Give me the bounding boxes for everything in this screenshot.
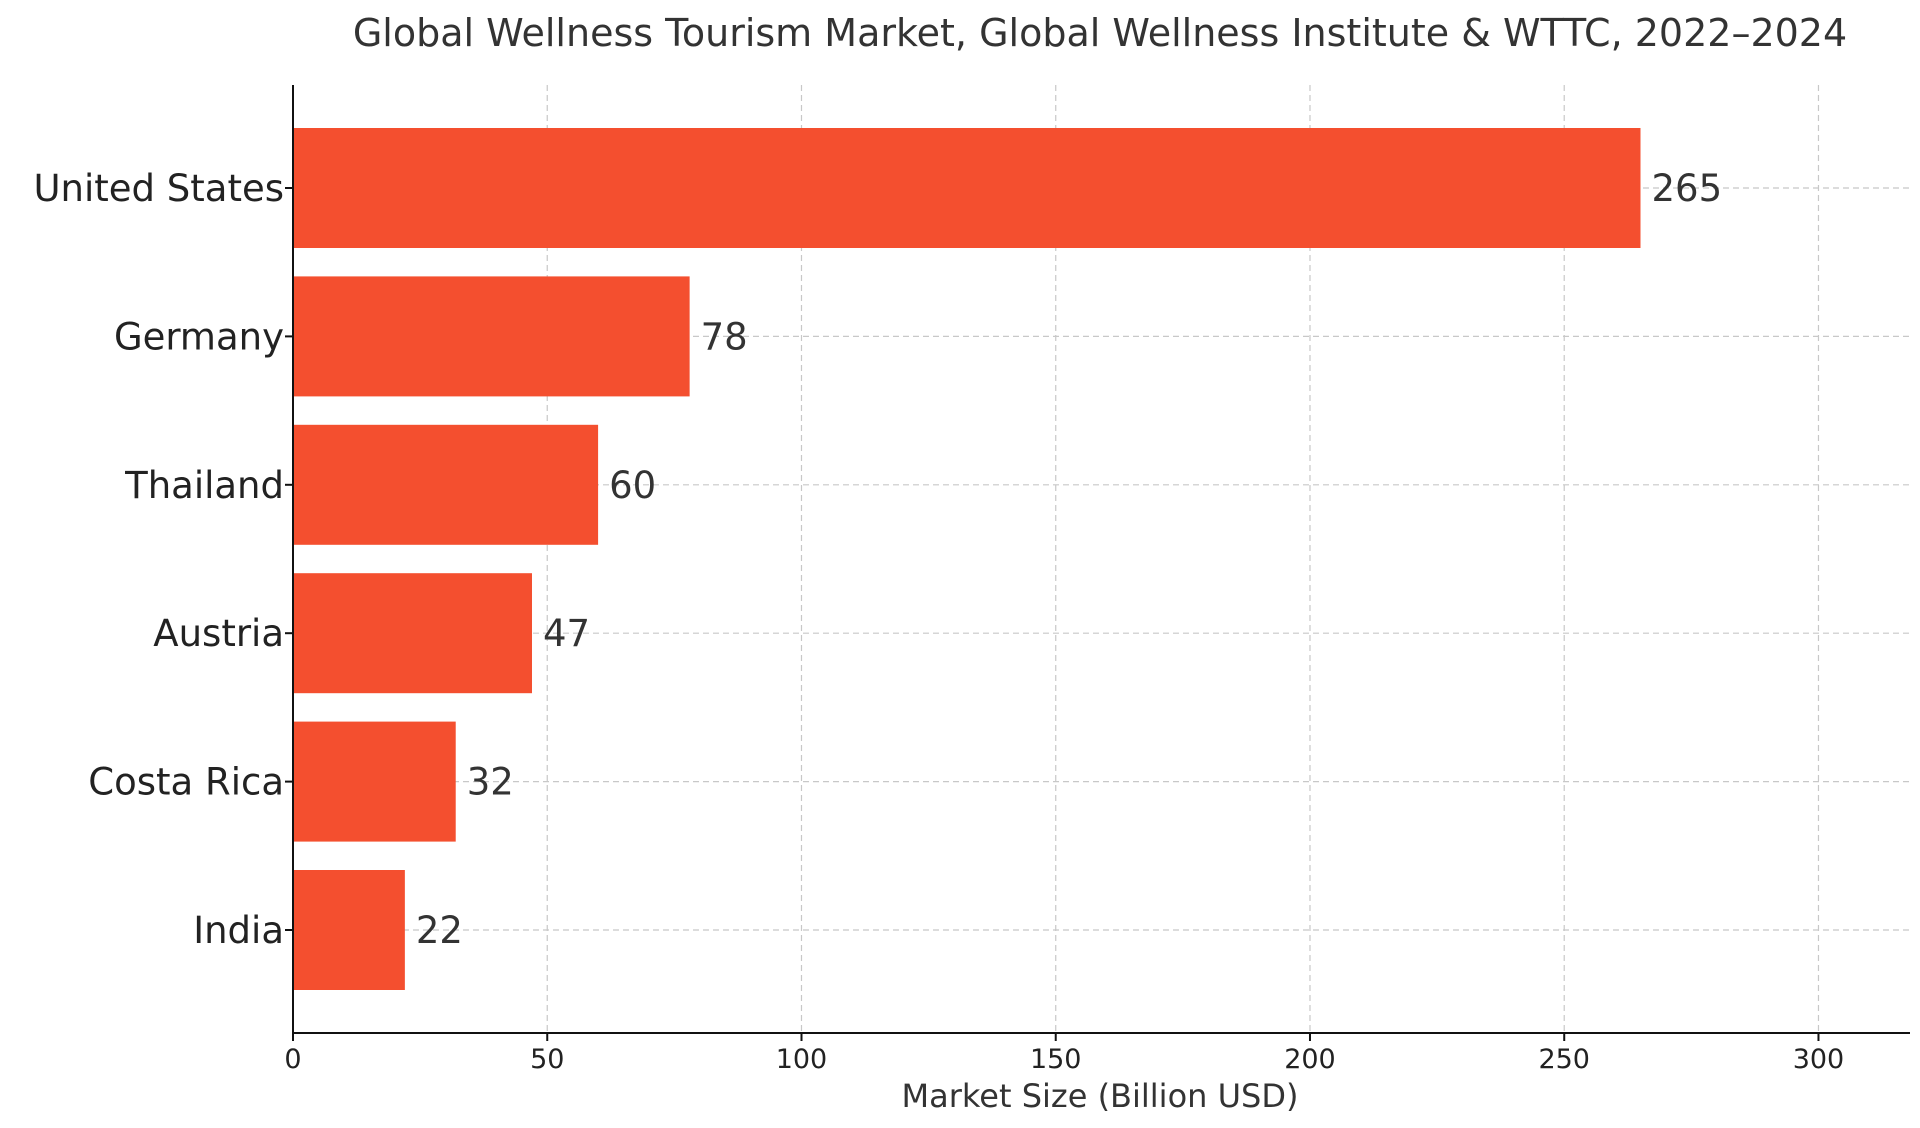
category-label: India xyxy=(193,909,284,952)
category-label: United States xyxy=(33,167,284,210)
bar xyxy=(293,573,532,694)
x-tick-label: 200 xyxy=(1284,1044,1336,1075)
value-label: 22 xyxy=(416,909,463,952)
category-label: Austria xyxy=(153,612,284,655)
bar xyxy=(293,276,690,397)
axes xyxy=(292,85,1910,1034)
x-tick-label: 150 xyxy=(1030,1044,1082,1075)
bar xyxy=(293,721,456,842)
bar xyxy=(293,870,405,990)
value-label: 78 xyxy=(701,315,748,358)
bar xyxy=(293,128,1641,248)
grid-lines xyxy=(292,85,1910,1033)
value-label: 32 xyxy=(467,761,514,804)
value-labels-group: 265 78 60 47 32 22 xyxy=(416,167,1722,952)
bars-group xyxy=(293,128,1641,990)
category-labels-group: United States Germany Thailand Austria Costa… xyxy=(33,167,293,952)
value-label: 60 xyxy=(609,464,656,507)
value-label: 47 xyxy=(543,612,590,655)
x-tick-label: 0 xyxy=(284,1044,301,1075)
x-tick-label: 100 xyxy=(776,1044,828,1075)
category-label: Thailand xyxy=(124,464,284,507)
chart-title: Global Wellness Tourism Market, Global W… xyxy=(353,11,1847,55)
x-tick-label: 300 xyxy=(1793,1044,1845,1075)
x-tick-label: 250 xyxy=(1538,1044,1590,1075)
bar xyxy=(293,424,599,545)
category-label: Costa Rica xyxy=(88,761,284,804)
category-label: Germany xyxy=(114,315,284,358)
x-axis-label: Market Size (Billion USD) xyxy=(902,1077,1299,1115)
x-axis-ticks: 0 50 100 150 200 250 300 xyxy=(284,1033,1844,1075)
x-tick-label: 50 xyxy=(530,1044,564,1075)
value-label: 265 xyxy=(1652,167,1723,210)
